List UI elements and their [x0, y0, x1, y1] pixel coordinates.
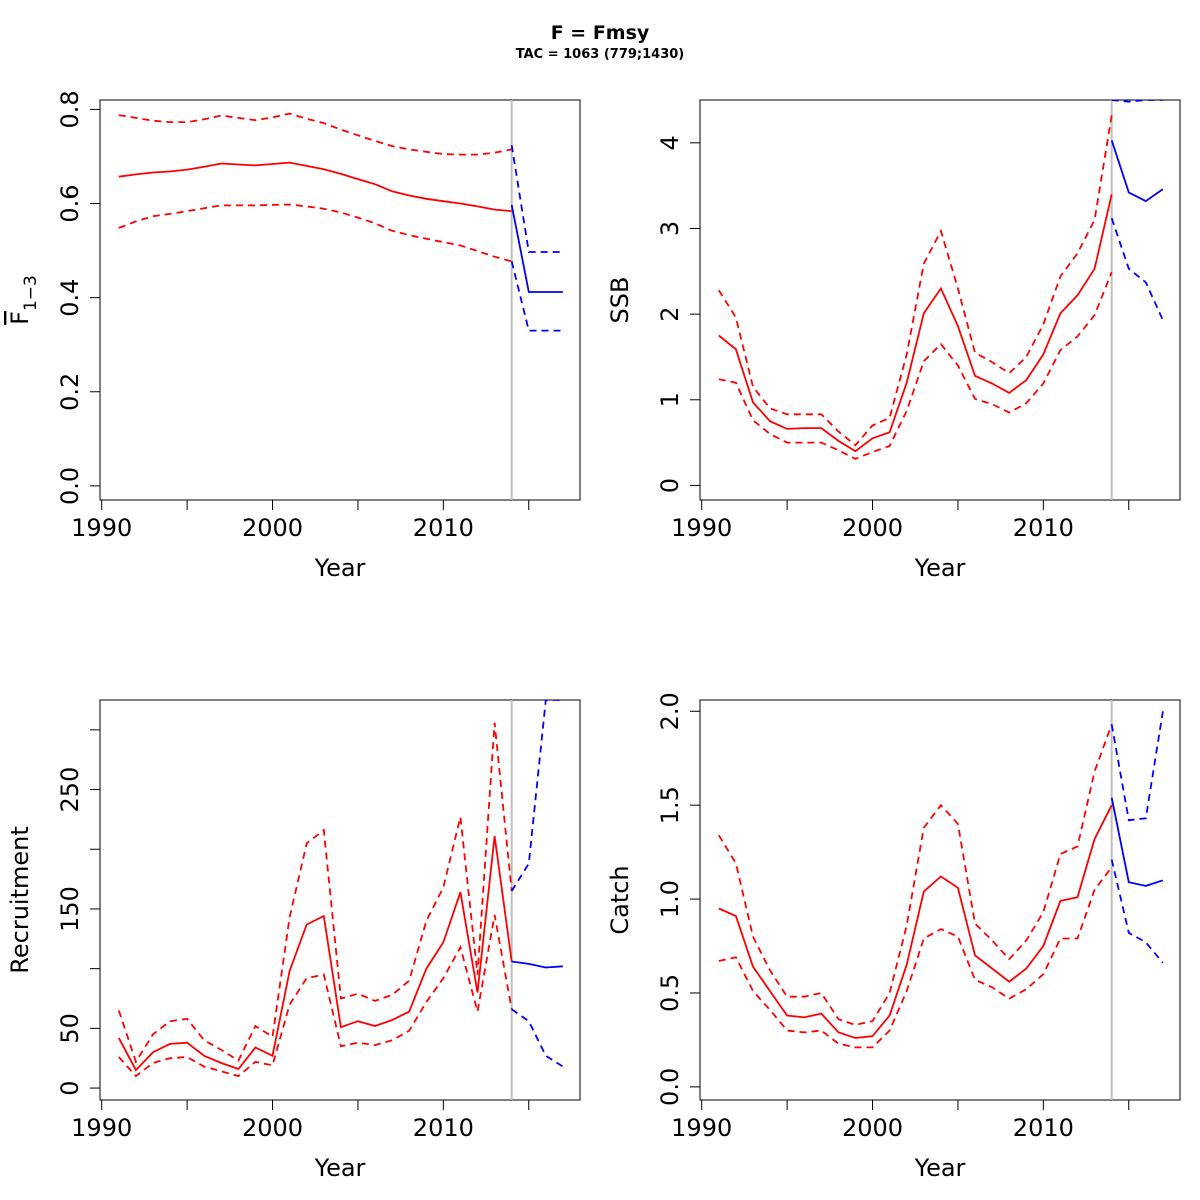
x-tick-label: 1990 [71, 1114, 132, 1142]
y-tick-label: 0 [56, 1080, 84, 1095]
y-tick-label: 0 [656, 478, 684, 493]
x-tick-label: 2000 [242, 1114, 303, 1142]
forecast-estimate-line [1110, 140, 1164, 203]
forecast-upper-bound-line [1111, 100, 1163, 103]
x-tick-label: 2010 [1013, 1114, 1074, 1142]
history-upper-bound-line [117, 722, 513, 1064]
x-axis-label: Year [914, 1154, 966, 1182]
x-tick-label: 2010 [413, 1114, 474, 1142]
y-axis-label-main: Catch [606, 865, 634, 934]
y-tick-label: 0.5 [656, 974, 684, 1012]
history-estimate-line [718, 804, 1113, 1039]
history-lower-bound-line [118, 203, 512, 263]
chart-panel-1: 1990 2000 2010 0.0 0.2 0.4 0.6 0.8 Year F1−3 [6, 90, 581, 582]
y-tick-label: 1 [656, 392, 684, 407]
history-lower-bound-line [118, 914, 513, 1078]
forecast-upper-bound-line [1110, 711, 1164, 822]
figure-subtitle: TAC = 1063 (779;1430) [515, 47, 685, 62]
forecast-estimate-line [511, 960, 563, 969]
y-tick-label: 3 [656, 221, 684, 236]
y-tick-label: 4 [656, 135, 684, 150]
history-estimate-line [118, 161, 512, 212]
forecast-lower-bound-line [511, 1008, 564, 1068]
chart-panel-4: 1990 2000 2010 0.0 0.5 1.0 1.5 2.0 Year Catch [606, 692, 1181, 1182]
y-axis-label: SSB [606, 277, 634, 324]
plot-area [718, 700, 1164, 1100]
x-axis-label: Year [314, 554, 366, 582]
x-tick-label: 2010 [413, 514, 474, 542]
forecast-lower-bound-line [510, 261, 563, 332]
forecast-estimate-line [510, 204, 563, 293]
x-tick-label: 2010 [1013, 514, 1074, 542]
forecast-lower-bound-line [1110, 217, 1164, 321]
y-tick-label: 0.6 [56, 184, 84, 222]
history-upper-bound-line [718, 724, 1113, 1026]
forecast-lower-bound-line [1110, 859, 1164, 964]
history-lower-bound-line [718, 271, 1113, 460]
y-axis-label-main: SSB [606, 277, 634, 324]
chart-panel-2: 1990 2000 2010 0 1 2 3 4 Year SSB [606, 99, 1181, 582]
forecast-upper-bound-line [510, 145, 563, 253]
y-axis-label: Recruitment [6, 826, 34, 973]
x-tick-label: 1990 [671, 514, 732, 542]
y-axis-label-subscript: 1−3 [21, 275, 41, 311]
y-axis-label-main: F [6, 311, 34, 325]
y-tick-label: 1.5 [656, 786, 684, 824]
plot-area [118, 100, 563, 500]
forecast-upper-bound-line [510, 700, 563, 892]
y-tick-label: 150 [56, 886, 84, 932]
x-tick-label: 2000 [242, 514, 303, 542]
x-tick-label: 1990 [71, 514, 132, 542]
forecast-estimate-line [1110, 797, 1164, 887]
history-lower-bound-line [718, 866, 1113, 1049]
plot-frame [699, 99, 1181, 501]
y-tick-label: 50 [56, 1013, 84, 1044]
y-tick-label: 2.0 [656, 692, 684, 730]
plot-frame [699, 699, 1181, 1101]
y-tick-label: 0.2 [56, 373, 84, 411]
x-tick-label: 2000 [842, 1114, 903, 1142]
y-axis-label: F1−3 [6, 275, 41, 325]
x-axis-label: Year [914, 554, 966, 582]
plot-area [117, 700, 564, 1100]
y-tick-label: 0.8 [56, 90, 84, 128]
y-axis-label: Catch [606, 865, 634, 934]
history-upper-bound-line [718, 115, 1113, 447]
plot-frame [99, 699, 581, 1101]
x-tick-label: 2000 [842, 514, 903, 542]
x-axis-label: Year [314, 1154, 366, 1182]
y-tick-label: 250 [56, 767, 84, 813]
chart-panel-3: 1990 2000 2010 0 50 150 250 Year Recruitment [6, 699, 581, 1182]
history-estimate-line [118, 835, 513, 1072]
y-axis-label-main: Recruitment [6, 826, 34, 973]
history-estimate-line [718, 193, 1113, 453]
history-upper-bound-line [118, 112, 512, 156]
plot-area [718, 100, 1164, 500]
plot-frame [99, 99, 581, 501]
y-tick-label: 0.0 [56, 467, 84, 505]
figure-title: F = Fmsy [550, 22, 650, 44]
y-tick-label: 0.4 [56, 279, 84, 317]
y-tick-label: 1.0 [656, 880, 684, 918]
y-tick-label: 2 [656, 306, 684, 321]
x-tick-label: 1990 [671, 1114, 732, 1142]
y-tick-label: 0.0 [656, 1068, 684, 1106]
